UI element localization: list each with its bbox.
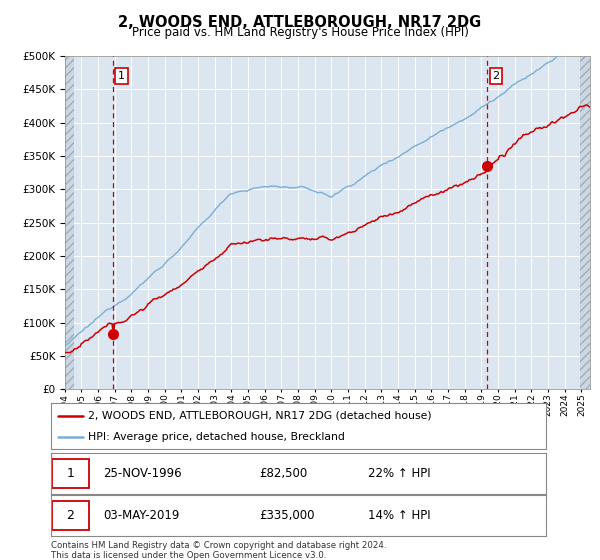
Bar — [65, 56, 74, 389]
Text: 03-MAY-2019: 03-MAY-2019 — [103, 509, 179, 522]
Text: 1: 1 — [118, 71, 125, 81]
Text: £335,000: £335,000 — [259, 509, 314, 522]
Text: 2, WOODS END, ATTLEBOROUGH, NR17 2DG (detached house): 2, WOODS END, ATTLEBOROUGH, NR17 2DG (de… — [88, 410, 432, 421]
Text: Price paid vs. HM Land Registry's House Price Index (HPI): Price paid vs. HM Land Registry's House … — [131, 26, 469, 39]
Text: 2: 2 — [67, 509, 74, 522]
Text: HPI: Average price, detached house, Breckland: HPI: Average price, detached house, Brec… — [88, 432, 345, 442]
Text: 22% ↑ HPI: 22% ↑ HPI — [368, 467, 430, 480]
Text: 2: 2 — [493, 71, 499, 81]
Text: 25-NOV-1996: 25-NOV-1996 — [103, 467, 182, 480]
Text: 14% ↑ HPI: 14% ↑ HPI — [368, 509, 430, 522]
Text: 1: 1 — [67, 467, 74, 480]
Text: £82,500: £82,500 — [259, 467, 307, 480]
Bar — [580, 56, 590, 389]
Text: Contains HM Land Registry data © Crown copyright and database right 2024.
This d: Contains HM Land Registry data © Crown c… — [51, 541, 386, 560]
FancyBboxPatch shape — [52, 459, 89, 488]
FancyBboxPatch shape — [52, 501, 89, 530]
Text: 2, WOODS END, ATTLEBOROUGH, NR17 2DG: 2, WOODS END, ATTLEBOROUGH, NR17 2DG — [118, 15, 482, 30]
